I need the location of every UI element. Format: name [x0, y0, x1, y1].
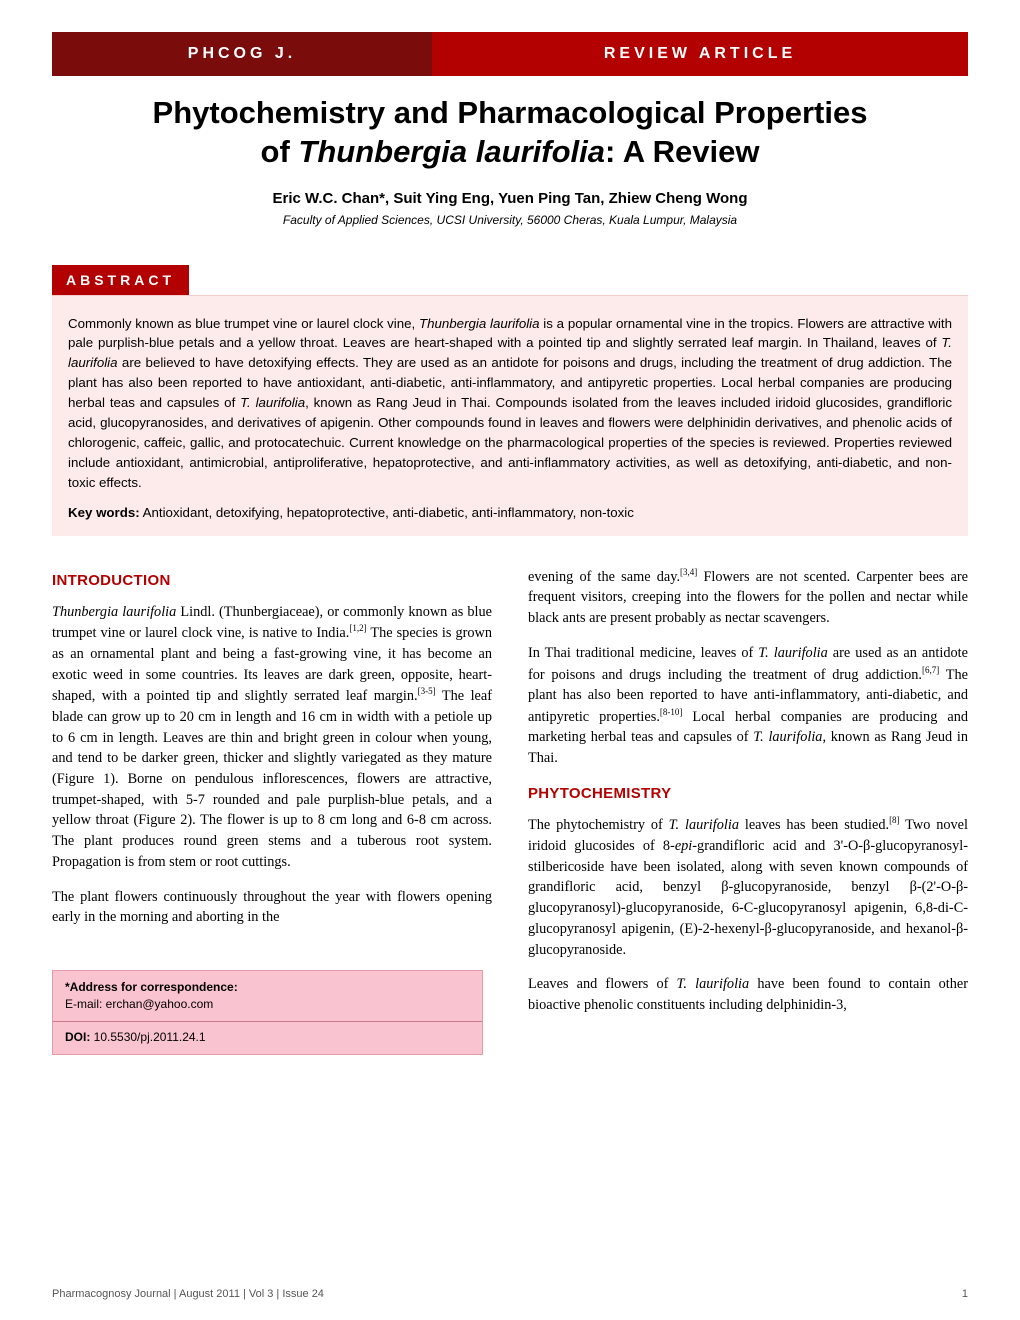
journal-tag: PHCOG J.: [52, 32, 432, 76]
keywords-text: Antioxidant, detoxifying, hepatoprotecti…: [140, 505, 634, 520]
abstract-label: ABSTRACT: [52, 265, 189, 295]
species-name: T. laurifolia: [669, 817, 739, 833]
keywords-label: Key words:: [68, 505, 140, 520]
column-right: evening of the same day.[3,4] Flowers ar…: [528, 566, 968, 1055]
paragraph: The phytochemistry of T. laurifolia leav…: [528, 814, 968, 960]
keywords: Key words: Antioxidant, detoxifying, hep…: [68, 505, 952, 520]
title-line2-pre: of: [261, 134, 299, 169]
correspondence-email: E-mail: erchan@yahoo.com: [65, 996, 470, 1013]
abstract-ital: Thunbergia laurifolia: [419, 316, 540, 331]
body-columns: INTRODUCTION Thunbergia laurifolia Lindl…: [52, 566, 968, 1055]
citation: [8-10]: [660, 707, 683, 717]
text-seg: evening of the same day.: [528, 569, 680, 585]
abstract-box: Commonly known as blue trumpet vine or l…: [52, 295, 968, 536]
paragraph: The plant flowers continuously throughou…: [52, 887, 492, 928]
species-name: T. laurifolia: [758, 645, 828, 661]
paragraph: In Thai traditional medicine, leaves of …: [528, 643, 968, 769]
species-name: T. laurifolia: [677, 976, 750, 992]
page-footer: Pharmacognosy Journal | August 2011 | Vo…: [52, 1288, 968, 1300]
paragraph: evening of the same day.[3,4] Flowers ar…: [528, 566, 968, 629]
text-seg: -grandifloric acid and 3'-O-β-glucopyran…: [528, 838, 968, 958]
correspondence-label: *Address for correspondence:: [65, 980, 238, 994]
ital-term: epi: [675, 838, 692, 854]
correspondence-box: *Address for correspondence: E-mail: erc…: [52, 970, 483, 1055]
text-seg: The phytochemistry of: [528, 817, 669, 833]
paragraph: Thunbergia laurifolia Lindl. (Thunbergia…: [52, 602, 492, 873]
species-name: Thunbergia laurifolia: [52, 604, 176, 620]
abstract-text: Commonly known as blue trumpet vine or l…: [68, 314, 952, 493]
citation: [3-5]: [418, 686, 436, 696]
page-number: 1: [962, 1288, 968, 1300]
doi-value: 10.5530/pj.2011.24.1: [90, 1030, 205, 1044]
divider: [53, 1021, 482, 1022]
text-seg: leaves has been studied.: [739, 817, 889, 833]
phytochemistry-heading: PHYTOCHEMISTRY: [528, 783, 968, 805]
citation: [6,7]: [922, 665, 939, 675]
citation: [1,2]: [349, 623, 366, 633]
text-seg: In Thai traditional medicine, leaves of: [528, 645, 758, 661]
column-left: INTRODUCTION Thunbergia laurifolia Lindl…: [52, 566, 492, 1055]
abstract-section: ABSTRACT Commonly known as blue trumpet …: [52, 265, 968, 536]
article-type-tag: REVIEW ARTICLE: [432, 32, 968, 76]
abstract-seg: Commonly known as blue trumpet vine or l…: [68, 316, 419, 331]
text-seg: The leaf blade can grow up to 20 cm in l…: [52, 688, 492, 870]
authors: Eric W.C. Chan*, Suit Ying Eng, Yuen Pin…: [52, 190, 968, 207]
citation: [8]: [889, 815, 900, 825]
doi-label: DOI:: [65, 1030, 90, 1044]
introduction-heading: INTRODUCTION: [52, 570, 492, 592]
affiliation: Faculty of Applied Sciences, UCSI Univer…: [52, 213, 968, 227]
article-title: Phytochemistry and Pharmacological Prope…: [52, 94, 968, 172]
text-seg: Leaves and flowers of: [528, 976, 677, 992]
paragraph: Leaves and flowers of T. laurifolia have…: [528, 974, 968, 1015]
footer-citation: Pharmacognosy Journal | August 2011 | Vo…: [52, 1288, 324, 1300]
species-name: T. laurifolia: [753, 729, 822, 745]
abstract-ital: T. laurifolia: [240, 395, 305, 410]
citation: [3,4]: [680, 567, 697, 577]
title-species: Thunbergia laurifolia: [298, 134, 605, 169]
header-banner: PHCOG J. REVIEW ARTICLE: [52, 32, 968, 76]
title-line1: Phytochemistry and Pharmacological Prope…: [153, 95, 868, 130]
title-line2-post: : A Review: [605, 134, 759, 169]
